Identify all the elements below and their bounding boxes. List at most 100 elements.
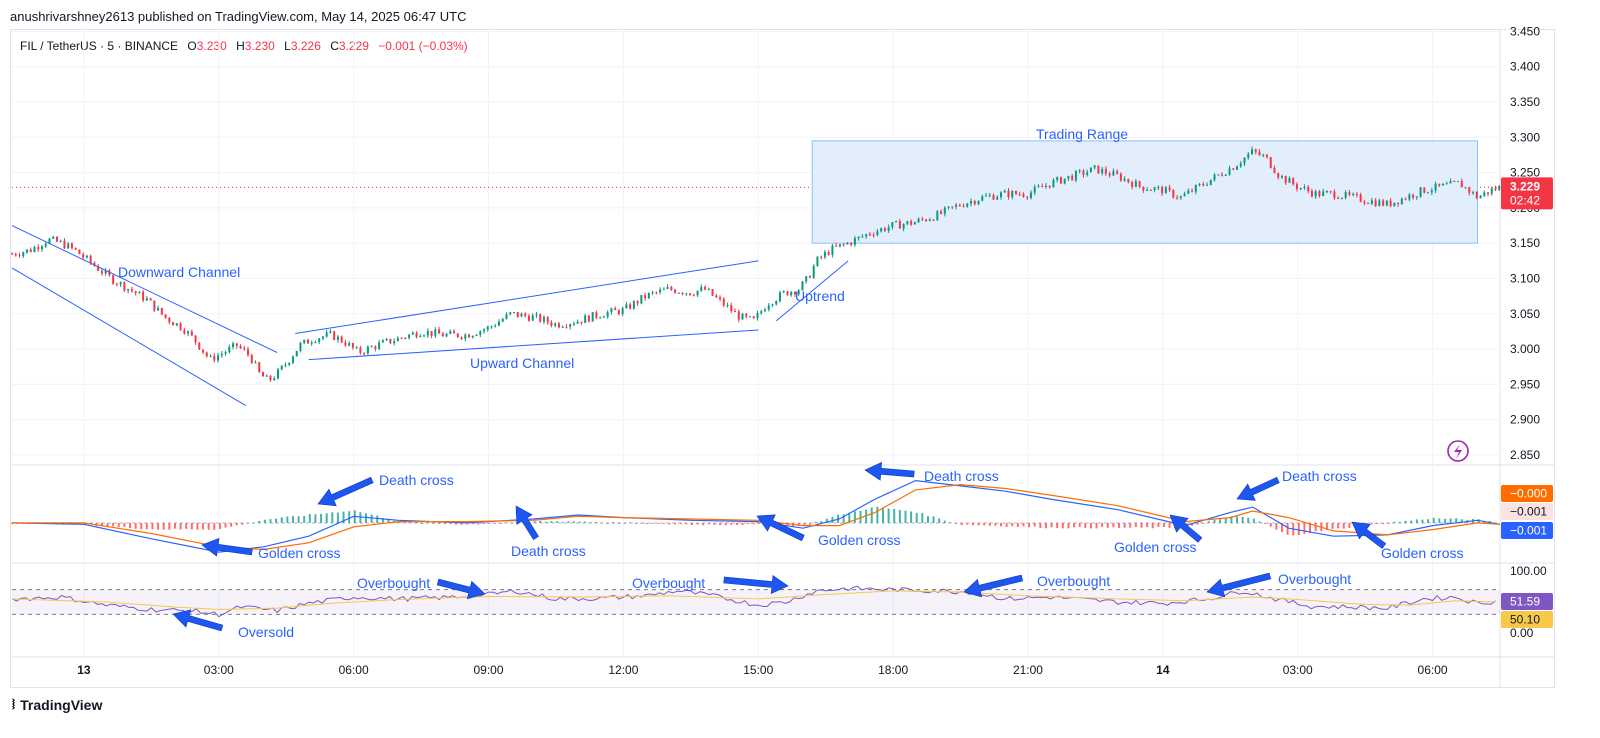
macd-histogram-bar: [1028, 522, 1031, 528]
candle-body: [11, 253, 13, 255]
candle-body: [853, 238, 856, 245]
death-cross-label: Death cross: [1282, 468, 1357, 484]
macd-histogram-bar: [1252, 518, 1255, 523]
candle-body: [344, 342, 347, 346]
candle-body: [610, 308, 613, 313]
macd-histogram-bar: [1118, 522, 1121, 528]
candle-body: [816, 256, 819, 267]
trading-range-rect: [811, 140, 1479, 244]
candle-body: [310, 342, 313, 344]
candle-body: [1400, 198, 1403, 205]
oversold-label: Oversold: [238, 624, 294, 640]
candle-body: [119, 282, 122, 285]
candle-body: [1438, 183, 1441, 186]
macd-histogram-bar: [1387, 522, 1390, 524]
time-axis[interactable]: 13 03:00 06:00 09:00 12:00 15:00 18:00 21:00 14 0…: [77, 663, 1448, 677]
rsi-band-fill: [12, 589, 1500, 615]
macd-histogram-bar: [820, 521, 823, 523]
macd-histogram-bar: [932, 516, 935, 523]
candle-body: [1003, 190, 1006, 193]
candle-body: [1078, 170, 1081, 172]
alert-icon[interactable]: [1447, 440, 1469, 462]
candle-body: [838, 244, 841, 247]
annotation-arrows: [172, 461, 1387, 632]
candle-body: [468, 334, 471, 338]
candle-body: [1168, 187, 1171, 190]
candle-body: [1236, 166, 1239, 170]
macd-histogram-bar: [921, 512, 924, 523]
candle-body: [947, 206, 950, 208]
candle-body: [670, 286, 673, 290]
candle-body: [921, 218, 924, 220]
macd-histogram-bar: [117, 522, 120, 527]
macd-histogram-bar: [275, 518, 278, 523]
macd-histogram-bar: [1382, 522, 1385, 525]
macd-histogram-bar: [348, 511, 351, 523]
candle-body: [33, 247, 36, 253]
candle-body: [213, 355, 216, 361]
candle-body: [793, 291, 796, 295]
price-tick-label: 3.250: [1510, 166, 1540, 180]
candle-body: [1269, 157, 1272, 168]
candle-body: [14, 253, 17, 256]
candle-body: [1494, 188, 1497, 191]
candle-body: [1161, 186, 1164, 194]
candle-body: [928, 219, 931, 221]
macd-histogram-bar: [1168, 522, 1171, 528]
candle-body: [943, 207, 946, 214]
death-cross-label: Death cross: [379, 472, 454, 488]
macd-histogram-bar: [808, 522, 811, 525]
macd-histogram-bar: [1348, 522, 1351, 528]
annotation-arrow: [1206, 572, 1272, 598]
candle-body: [636, 301, 639, 304]
candle-body: [591, 312, 594, 322]
candle-body: [887, 227, 890, 231]
candle-body: [981, 196, 984, 201]
macd-histogram-bar: [533, 521, 536, 523]
macd-histogram-bar: [1404, 520, 1407, 523]
macd-histogram-bar: [1056, 522, 1059, 529]
upward-channel-lower: [308, 329, 759, 361]
price-tick-label: 3.450: [1510, 24, 1540, 38]
rsi-tick-label: 100.00: [1510, 564, 1547, 578]
macd-histogram-bar: [1309, 522, 1312, 534]
candle-body: [1026, 196, 1029, 198]
candle-body: [572, 323, 575, 325]
symbol-name[interactable]: FIL / TetherUS · 5 · BINANCE: [20, 39, 179, 53]
candle-body: [1123, 178, 1126, 181]
macd-histogram-bar: [1370, 522, 1373, 525]
macd-histogram-bar: [308, 514, 311, 523]
close-label: C: [330, 39, 339, 53]
macd-histogram-bar: [881, 507, 884, 523]
candle-body: [494, 325, 497, 327]
candle-body: [430, 331, 433, 336]
candle-body: [329, 331, 332, 333]
candle-body: [1389, 200, 1392, 207]
candle-body: [823, 252, 826, 258]
chart-frame[interactable]: [10, 29, 1555, 688]
candle-body: [1044, 185, 1047, 187]
candle-body: [370, 346, 373, 348]
macd-histogram-bar: [1005, 522, 1008, 527]
candle-body: [97, 265, 100, 271]
macd-histogram-bar: [629, 522, 632, 524]
candle-body: [677, 292, 680, 294]
upward-channel-label: Upward Channel: [470, 355, 574, 371]
macd-histogram-bar: [1095, 522, 1098, 529]
candle-body: [314, 342, 317, 344]
candle-body: [1056, 177, 1059, 180]
macd-tag-histogram: −0.001: [1510, 505, 1547, 519]
tradingview-logo[interactable]: ⧘ TradingView: [12, 696, 102, 713]
candle-body: [490, 326, 493, 328]
grid-lines: [10, 29, 1555, 688]
macd-histogram-bar: [1033, 522, 1036, 527]
macd-histogram-bar: [730, 522, 733, 525]
price-axis[interactable]: 3.4503.4003.3503.3003.2503.2003.1503.100…: [1510, 24, 1547, 640]
macd-histogram-bar: [994, 522, 997, 526]
candle-body: [782, 291, 785, 293]
annotation-arrow: [436, 578, 486, 600]
candle-body: [1487, 192, 1490, 194]
candle-body: [63, 240, 66, 249]
candle-body: [336, 336, 339, 341]
